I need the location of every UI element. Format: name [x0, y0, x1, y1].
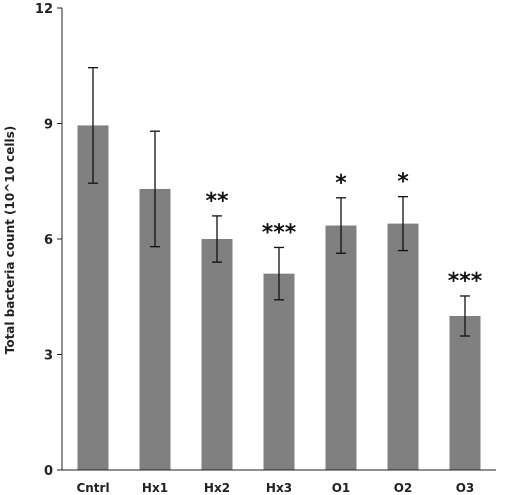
y-tick-label-12: 12	[35, 2, 53, 17]
x-tick-label-hx1: Hx1	[142, 481, 168, 495]
significance-marker-o3: ***	[448, 269, 483, 294]
bar-o2	[387, 223, 419, 470]
x-tick-label-o2: O2	[394, 481, 413, 495]
x-tick-label-hx3: Hx3	[266, 481, 292, 495]
significance-marker-hx3: ***	[262, 220, 297, 245]
bar-o1	[325, 225, 357, 470]
bar-hx3	[263, 273, 295, 470]
x-tick-label-cntrl: Cntrl	[76, 481, 109, 495]
bar-hx2	[201, 239, 233, 470]
x-tick-label-o1: O1	[332, 481, 351, 495]
y-tick-label-0: 0	[44, 464, 53, 479]
axes-group: Cntrl Hx1 Hx2 Hx3 O1 O2 O3 0 3 6 9 12	[35, 2, 496, 495]
bars-group: ****** ****	[77, 67, 483, 471]
y-tick-label-3: 3	[44, 349, 53, 364]
significance-marker-o2: *	[397, 170, 409, 195]
y-tick-label-9: 9	[44, 118, 53, 133]
y-tick-label-6: 6	[44, 233, 53, 248]
x-tick-label-o3: O3	[456, 481, 475, 495]
significance-marker-o1: *	[335, 171, 347, 196]
y-axis-label: Total bacteria count (10^10 cells)	[3, 126, 17, 355]
bar-o3	[449, 316, 481, 470]
significance-marker-hx2: **	[205, 189, 229, 214]
x-tick-label-hx2: Hx2	[204, 481, 230, 495]
